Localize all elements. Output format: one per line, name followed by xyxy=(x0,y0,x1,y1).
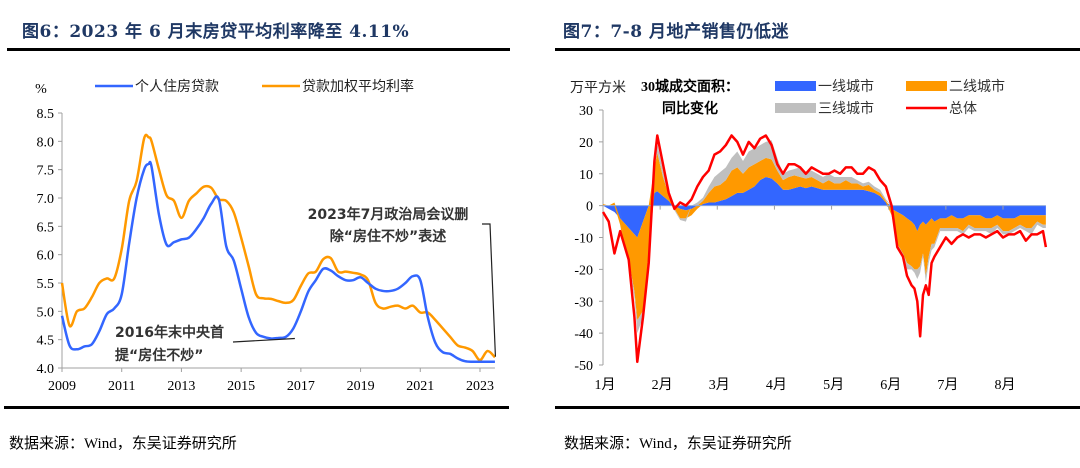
annotation-text: 2023年7月政治局会议删 xyxy=(308,206,469,223)
y-tick-label: 0 xyxy=(586,200,593,215)
bottom-rule xyxy=(4,406,509,409)
y-tick-label: 4.0 xyxy=(37,362,55,377)
sales-area-chart: 30 20 10 0 -10 -20 -30 -40 -50 万平方米 1月 2月 3月 4月 5月 6月 7月… xyxy=(570,78,1048,393)
x-tick-label: 2009 xyxy=(48,379,76,394)
x-tick-label: 2023 xyxy=(466,379,494,394)
legend-title: 30城成交面积： xyxy=(641,78,739,95)
x-tick-label: 2021 xyxy=(406,379,434,394)
title-rule xyxy=(7,48,510,51)
figure-6-title: 图6：2023 年 6 月末房贷平均利率降至 4.11% xyxy=(22,22,410,42)
y-axis-unit: 万平方米 xyxy=(570,80,626,96)
x-tick-label: 2017 xyxy=(287,379,315,394)
x-tick-label: 1月 xyxy=(595,377,616,393)
y-tick-label: 8.5 xyxy=(37,107,55,122)
source-note: 数据来源：Wind，东吴证券研究所 xyxy=(9,436,237,452)
figure-7-title: 图7：7-8 月地产销售仍低迷 xyxy=(563,22,789,42)
annotation-leader-line xyxy=(232,337,295,343)
y-tick-label: 5.0 xyxy=(37,305,55,320)
series-line-total xyxy=(601,134,1048,364)
figure-6-panel: 图6：2023 年 6 月末房贷平均利率降至 4.11% 8.5 8.0 7.5 7.… xyxy=(4,22,510,452)
y-tick-label: -40 xyxy=(574,327,593,342)
annotation-text: 提“房住不炒” xyxy=(115,347,203,364)
y-tick-label: 6.0 xyxy=(37,249,55,264)
figure-7-panel: 图7：7-8 月地产销售仍低迷 30 20 10 0 -10 -20 -30 -40 -50 万平… xyxy=(540,0,1080,468)
legend-swatch xyxy=(906,81,947,91)
y-tick-label: -20 xyxy=(574,263,593,278)
legend-label: 一线城市 xyxy=(818,78,874,95)
source-note: 数据来源：Wind，东吴证券研究所 xyxy=(564,436,792,452)
legend-label: 贷款加权平均利率 xyxy=(302,78,414,95)
area-tier1-cities xyxy=(603,176,1046,238)
legend-label: 总体 xyxy=(949,101,977,117)
x-tick-label: 6月 xyxy=(880,377,901,393)
y-tick-label: 7.5 xyxy=(37,164,55,179)
x-tick-label: 2013 xyxy=(167,379,195,394)
x-tick-label: 5月 xyxy=(823,377,844,393)
legend-swatch xyxy=(775,103,816,113)
y-tick-label: 5.5 xyxy=(37,277,55,292)
y-axis-unit: % xyxy=(35,82,47,97)
y-tick-label: 4.5 xyxy=(37,334,55,349)
y-tick-label: -30 xyxy=(574,295,593,310)
y-tick-label: 10 xyxy=(579,168,593,183)
x-tick-label: 8月 xyxy=(995,377,1016,393)
y-tick-label: 8.0 xyxy=(37,135,55,150)
area-tier2-cities xyxy=(603,153,1046,321)
title-rule xyxy=(555,48,1080,51)
area-tier3-cities xyxy=(603,140,1046,334)
x-tick-label: 2月 xyxy=(652,377,673,393)
y-tick-label: 20 xyxy=(579,136,593,151)
legend-label: 二线城市 xyxy=(949,78,1005,95)
mortgage-rate-chart: 8.5 8.0 7.5 7.0 6.5 6.0 5.5 5.0 4.5 4.0 2009 2011 20… xyxy=(35,78,497,394)
series-line-weighted-loan-rate xyxy=(60,133,496,362)
legend-label: 三线城市 xyxy=(818,100,874,117)
y-tick-label: 7.0 xyxy=(37,192,55,207)
bottom-rule xyxy=(555,406,1080,409)
x-tick-label: 2015 xyxy=(227,379,255,394)
x-tick-label: 4月 xyxy=(766,377,787,393)
x-tick-label: 7月 xyxy=(937,377,958,393)
legend-swatch xyxy=(775,81,816,91)
series-line-personal-mortgage xyxy=(60,160,495,364)
annotation-text: 2016年末中央首 xyxy=(115,324,224,341)
x-tick-label: 3月 xyxy=(709,377,730,393)
y-tick-label: -10 xyxy=(574,232,593,247)
x-tick-label: 2019 xyxy=(347,379,375,394)
legend-title: 同比变化 xyxy=(662,100,718,117)
annotation-text: 除“房住不炒”表述 xyxy=(330,228,446,245)
legend-label: 个人住房贷款 xyxy=(135,79,219,95)
y-tick-label: 30 xyxy=(579,104,593,119)
y-tick-label: -50 xyxy=(574,359,593,374)
annotation-leader-line xyxy=(482,223,497,357)
x-tick-label: 2011 xyxy=(108,379,135,394)
y-tick-label: 6.5 xyxy=(37,220,55,235)
